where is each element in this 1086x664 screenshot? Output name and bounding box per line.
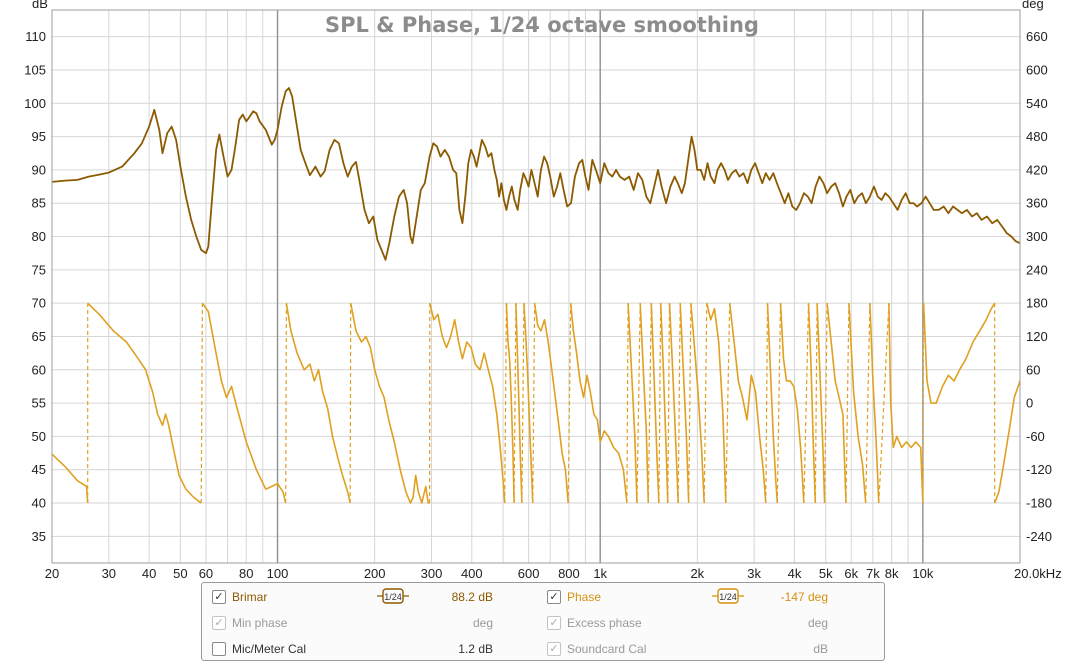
x-tick-label: 20.0kHz [1014,566,1062,580]
legend-row-3: Mic/Meter Cal 1.2 dB ✓ Soundcard Cal dB [202,639,884,659]
soundcard-cal-value: dB [813,642,828,656]
x-tick-label: 3k [747,566,761,580]
soundcard-cal-checkbox[interactable]: ✓ [547,642,561,656]
phase-wrap-lines [87,303,996,504]
y-left-tick-label: 105 [24,62,46,77]
check-icon: ✓ [549,643,559,655]
x-tick-label: 60 [199,566,213,580]
y-right-tick-label: 240 [1026,262,1048,277]
y-right-tick-label: 180 [1026,296,1048,311]
y-right-tick-label: 480 [1026,129,1048,144]
plot-frame [51,9,1021,564]
check-icon: ✓ [214,617,224,629]
y-left-tick-label: 40 [32,496,46,511]
y-left-tick-label: 85 [32,196,46,211]
y-right-tick-label: 420 [1026,162,1048,177]
y-left-tick-label: 90 [32,162,46,177]
x-tick-label: 30 [102,566,116,580]
y-right-tick-label: 300 [1026,229,1048,244]
y-right-tick-label: 600 [1026,62,1048,77]
brimar-smoothing-label: 1/24 [384,592,402,602]
y-left-tick-label: 65 [32,329,46,344]
x-tick-label: 10k [912,566,933,580]
x-tick-label: 100 [267,566,289,580]
axes-labels: 35 40 45 50 55 60 65 70 75 80 85 90 95 100 105 110 -240 -… [24,29,1061,580]
y-left-tick-label: 60 [32,362,46,377]
y-left-tick-label: 45 [32,462,46,477]
y-left-tick-label: 95 [32,129,46,144]
x-tick-label: 2k [690,566,704,580]
y-right-tick-label: -60 [1026,429,1045,444]
phase-smoothing-button[interactable]: 1/24 [711,588,745,604]
legend-row-2: ✓ Min phase deg ✓ Excess phase deg [202,613,884,633]
series-layer [51,87,1021,504]
y-left-tick-label: 80 [32,229,46,244]
y-right-unit-label: deg [1022,0,1044,11]
mic-meter-cal-label: Mic/Meter Cal [232,642,307,656]
y-right-tick-label: -120 [1026,462,1052,477]
x-tick-label: 50 [173,566,187,580]
check-icon: ✓ [549,617,559,629]
phase-checkbox[interactable]: ✓ [547,590,561,604]
y-right-tick-label: 540 [1026,96,1048,111]
x-tick-label: 80 [239,566,253,580]
y-right-tick-label: -180 [1026,496,1052,511]
y-left-tick-label: 110 [25,29,46,44]
grid [51,10,1021,563]
spl-series-line [51,87,1021,261]
excess-phase-value: deg [807,616,828,630]
x-tick-label: 300 [421,566,443,580]
min-phase-value: deg [472,616,493,630]
y-left-tick-label: 35 [32,529,46,544]
y-left-tick-label: 55 [32,396,46,411]
y-right-tick-label: 60 [1026,362,1040,377]
excess-phase-checkbox[interactable]: ✓ [547,616,561,630]
chart-title: SPL & Phase, 1/24 octave smoothing [325,13,759,37]
x-tick-label: 200 [364,566,386,580]
y-right-tick-label: 360 [1026,196,1048,211]
phase-label: Phase [567,590,602,604]
min-phase-label: Min phase [232,616,288,630]
brimar-label: Brimar [232,590,268,604]
legend-panel: ✓ Brimar 1/24 88.2 dB ✓ Phase 1/24 -147 … [201,582,885,661]
x-tick-label: 6k [844,566,858,580]
y-left-tick-label: 70 [32,296,46,311]
mic-meter-cal-checkbox[interactable] [212,642,226,656]
x-tick-label: 400 [461,566,483,580]
min-phase-checkbox[interactable]: ✓ [212,616,226,630]
y-right-tick-label: 660 [1026,29,1048,44]
y-right-tick-label: 120 [1026,329,1048,344]
x-tick-label: 40 [142,566,156,580]
y-left-tick-label: 75 [32,262,46,277]
x-tick-label: 1k [593,566,607,580]
check-icon: ✓ [549,591,559,603]
mic-meter-cal-value: 1.2 dB [458,642,493,656]
brimar-checkbox[interactable]: ✓ [212,590,226,604]
spl-phase-chart: 35 40 45 50 55 60 65 70 75 80 85 90 95 100 105 110 -240 -… [24,0,1061,580]
soundcard-cal-label: Soundcard Cal [567,642,647,656]
y-right-tick-label: 0 [1026,396,1033,411]
x-tick-label: 5k [819,566,833,580]
x-tick-label: 800 [558,566,580,580]
y-left-tick-label: 50 [32,429,46,444]
x-tick-label: 7k [866,566,880,580]
x-tick-label: 8k [885,566,899,580]
phase-value: -147 deg [780,590,828,604]
brimar-smoothing-button[interactable]: 1/24 [376,588,410,604]
check-icon: ✓ [214,591,224,603]
phase-smoothing-label: 1/24 [719,592,737,602]
y-right-tick-label: -240 [1026,529,1052,544]
legend-row-1: ✓ Brimar 1/24 88.2 dB ✓ Phase 1/24 -147 … [202,587,884,607]
y-left-unit-label: dB [32,0,48,11]
x-tick-label: 4k [788,566,802,580]
x-tick-label: 20 [45,566,59,580]
y-left-tick-label: 100 [24,96,46,111]
brimar-value: 88.2 dB [451,590,493,604]
phase-series-line [51,302,1021,504]
x-tick-label: 600 [518,566,540,580]
excess-phase-label: Excess phase [567,616,642,630]
